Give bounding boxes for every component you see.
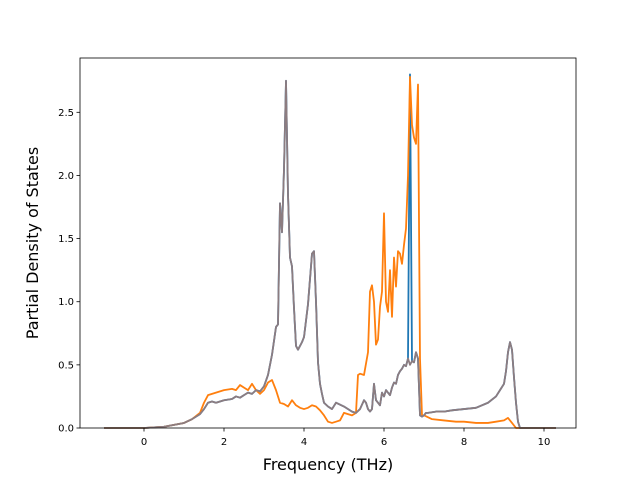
x-tick-label: 8 [461,437,467,448]
y-tick-label: 0.0 [58,424,74,435]
x-axis: 0 2 4 6 8 10 [141,428,551,448]
x-tick-label: 10 [538,437,551,448]
y-tick-label: 2.5 [58,108,74,119]
series-line-2 [104,76,556,429]
x-tick-label: 0 [141,437,147,448]
y-tick-label: 1.5 [58,234,74,245]
y-tick-label: 2.0 [58,171,74,182]
y-axis-label: Partial Density of States [23,147,42,339]
series-layer [104,73,556,429]
plot-frame [79,57,577,429]
y-tick-label: 0.5 [58,360,74,371]
y-axis: 0.0 0.5 1.0 1.5 2.0 2.5 [58,108,80,435]
x-tick-label: 4 [301,437,307,448]
y-tick-label: 1.0 [58,297,74,308]
series-line-3 [104,79,556,429]
x-axis-label: Frequency (THz) [263,455,393,474]
x-tick-label: 6 [381,437,387,448]
x-tick-label: 2 [221,437,227,448]
